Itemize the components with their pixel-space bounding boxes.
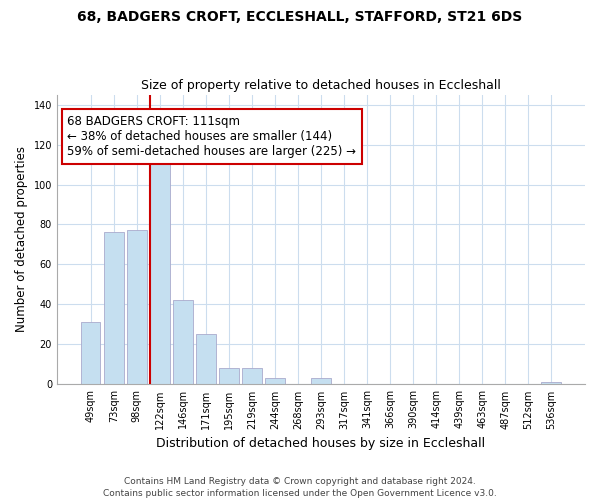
Text: 68 BADGERS CROFT: 111sqm
← 38% of detached houses are smaller (144)
59% of semi-: 68 BADGERS CROFT: 111sqm ← 38% of detach… bbox=[67, 115, 356, 158]
Bar bbox=[196, 334, 215, 384]
Bar bbox=[173, 300, 193, 384]
Bar bbox=[541, 382, 561, 384]
Bar bbox=[265, 378, 284, 384]
Text: 68, BADGERS CROFT, ECCLESHALL, STAFFORD, ST21 6DS: 68, BADGERS CROFT, ECCLESHALL, STAFFORD,… bbox=[77, 10, 523, 24]
Title: Size of property relative to detached houses in Eccleshall: Size of property relative to detached ho… bbox=[141, 79, 501, 92]
Bar bbox=[311, 378, 331, 384]
Y-axis label: Number of detached properties: Number of detached properties bbox=[15, 146, 28, 332]
Bar bbox=[242, 368, 262, 384]
Bar bbox=[127, 230, 146, 384]
X-axis label: Distribution of detached houses by size in Eccleshall: Distribution of detached houses by size … bbox=[157, 437, 485, 450]
Bar bbox=[81, 322, 100, 384]
Bar bbox=[150, 162, 170, 384]
Text: Contains HM Land Registry data © Crown copyright and database right 2024.
Contai: Contains HM Land Registry data © Crown c… bbox=[103, 476, 497, 498]
Bar bbox=[219, 368, 239, 384]
Bar bbox=[104, 232, 124, 384]
